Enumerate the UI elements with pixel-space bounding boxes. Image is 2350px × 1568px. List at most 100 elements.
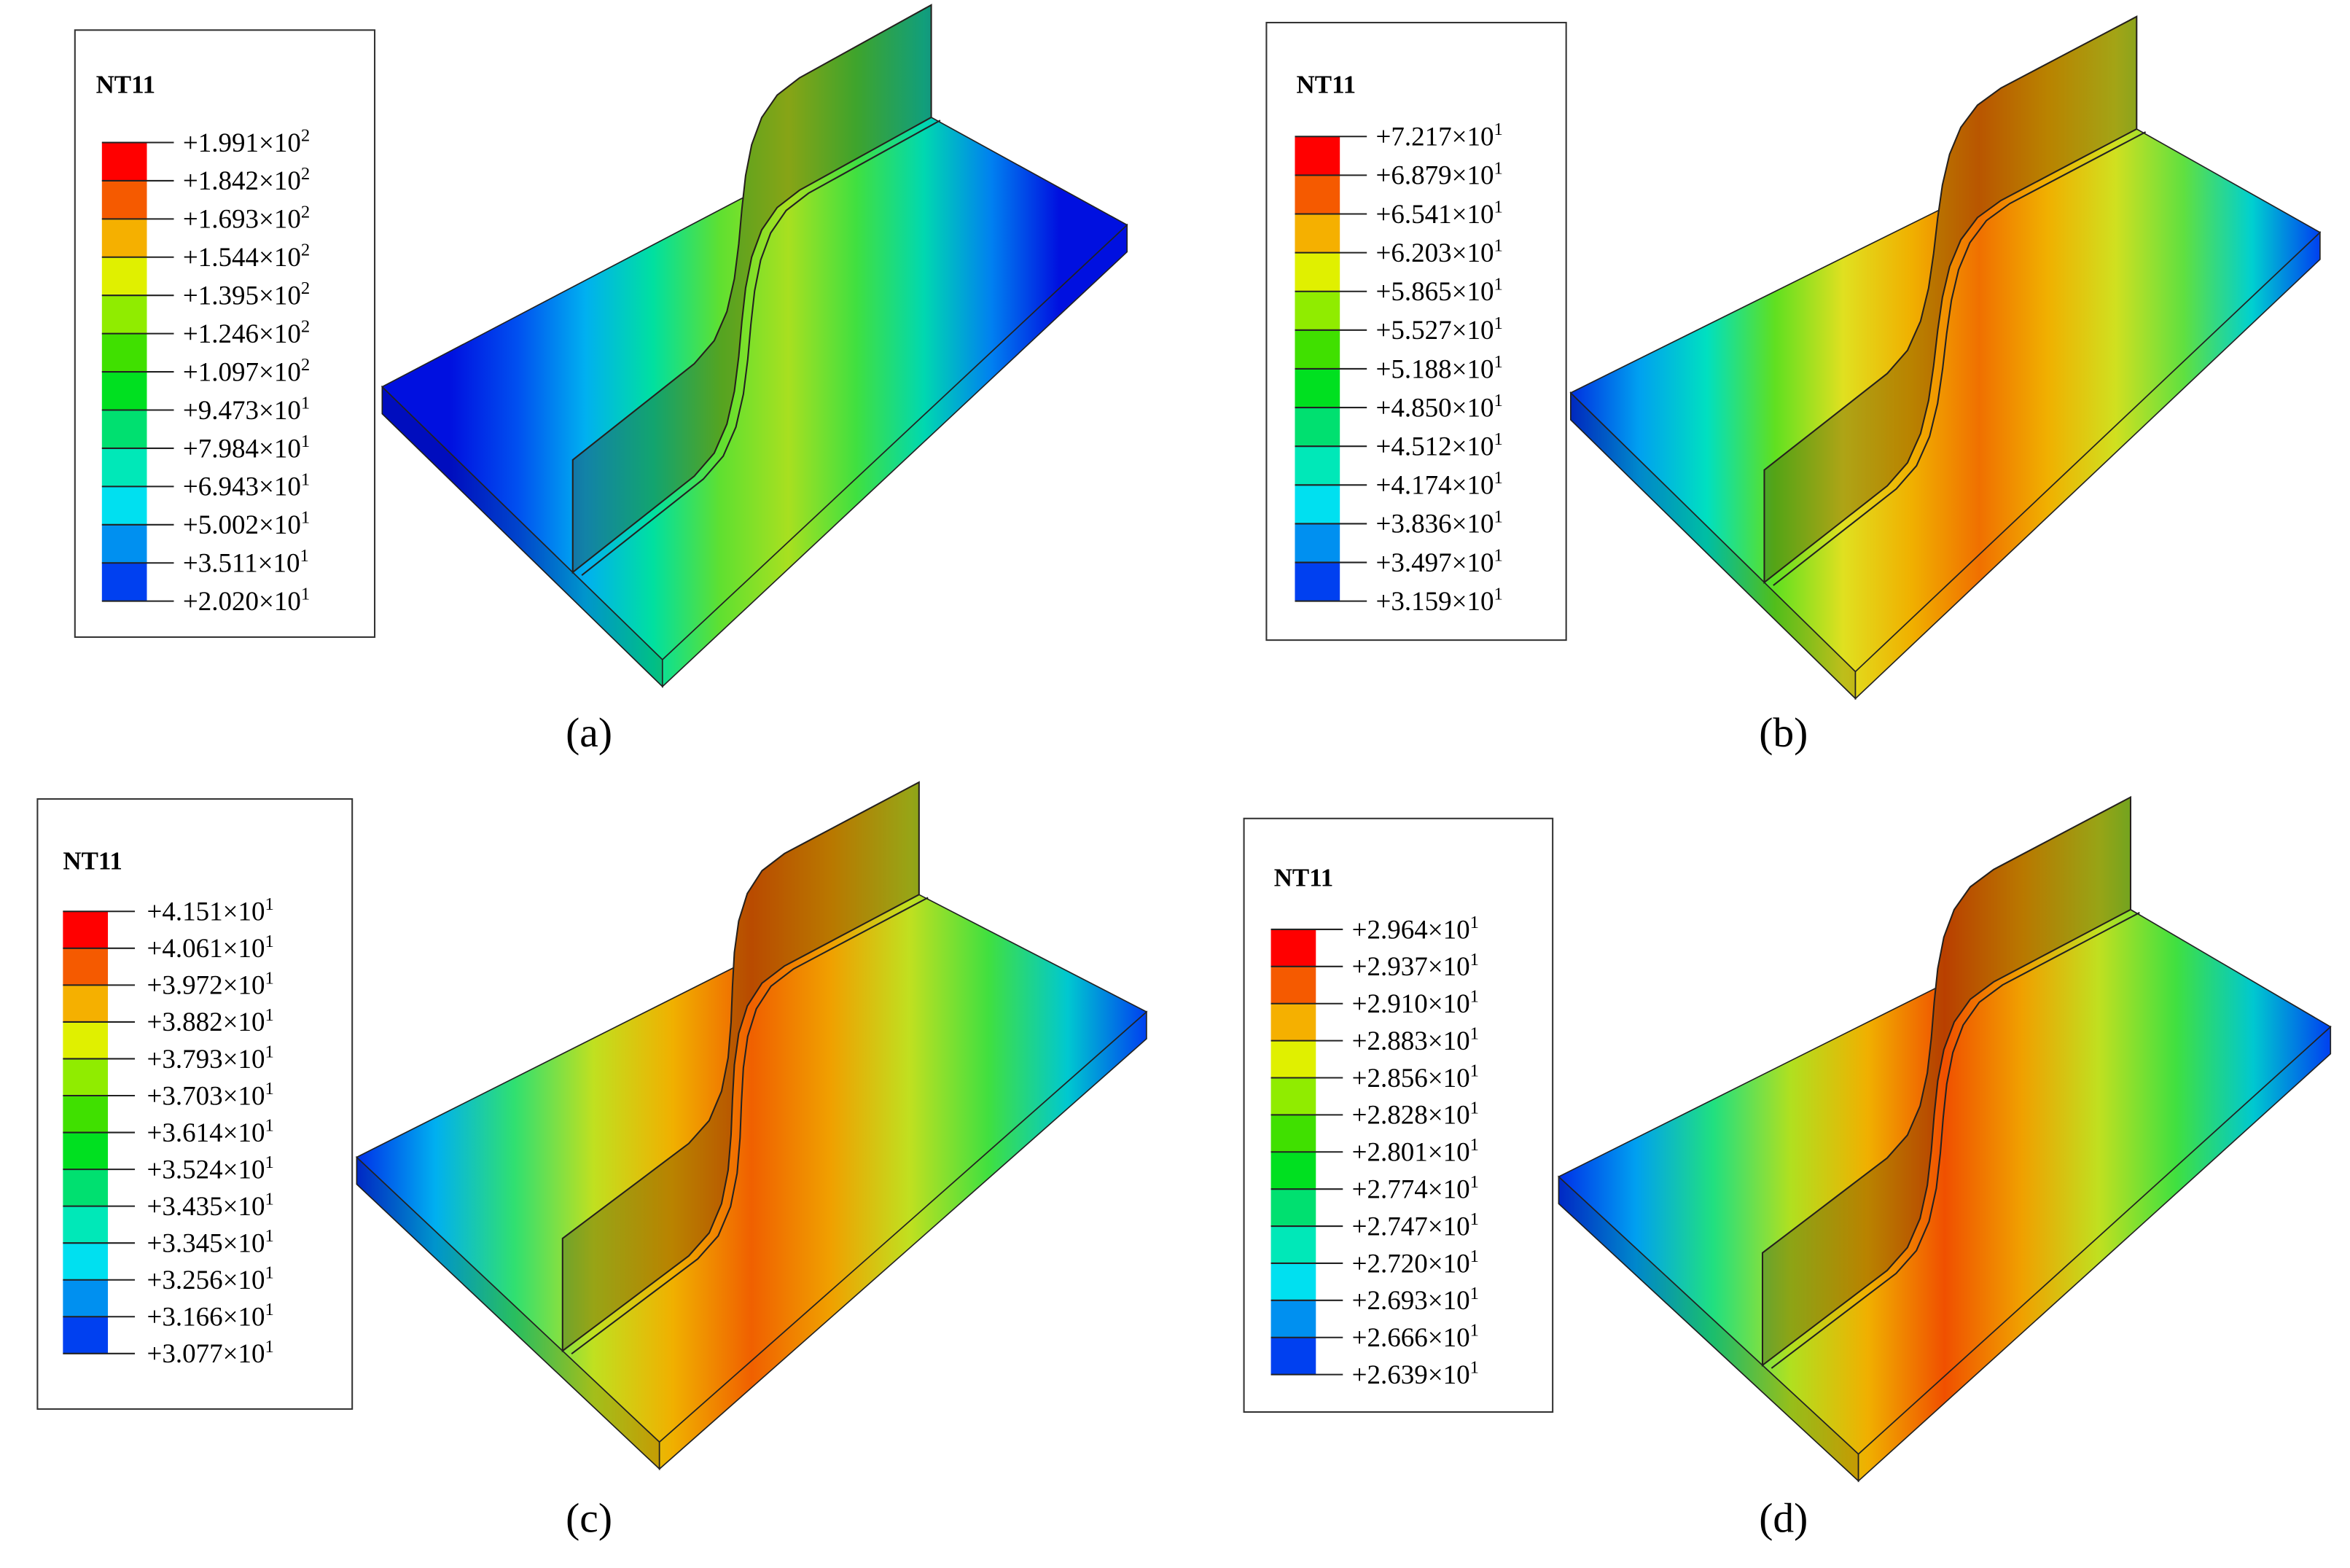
stiffener-edge	[1773, 131, 2147, 586]
label-base: +4.512×10	[1376, 432, 1494, 462]
label-base: +1.544×10	[183, 243, 301, 273]
color-band	[63, 1169, 109, 1206]
label-exponent: 2	[301, 202, 310, 222]
legend-label: +1.246×102	[183, 317, 310, 349]
color-band	[1270, 1115, 1316, 1152]
label-base: +7.217×10	[1376, 122, 1494, 152]
panel-caption: (c)	[566, 1496, 612, 1542]
color-band	[1295, 329, 1340, 369]
label-base: +3.345×10	[147, 1229, 265, 1259]
color-band	[101, 257, 147, 296]
legend-label: +2.666×101	[1352, 1321, 1479, 1353]
color-band	[63, 948, 109, 986]
color-band	[101, 180, 147, 219]
stiffener	[561, 781, 920, 1353]
stiffener-shade	[562, 782, 919, 1351]
label-base: +3.159×10	[1376, 587, 1494, 617]
label-exponent: 1	[265, 1226, 273, 1246]
label-exponent: 1	[1494, 158, 1503, 178]
legend-label: +6.879×101	[1376, 158, 1503, 190]
legend-label: +1.693×102	[183, 202, 310, 234]
legend-label: +5.865×101	[1376, 275, 1503, 307]
color-band	[63, 1206, 109, 1244]
color-band	[1295, 214, 1340, 253]
label-exponent: 1	[1494, 429, 1503, 449]
panel: NT11+4.151×101+4.061×101+3.972×101+3.882…	[36, 781, 1148, 1542]
label-base: +1.246×10	[183, 319, 301, 349]
label-exponent: 1	[300, 546, 308, 566]
label-base: +6.879×10	[1376, 161, 1494, 191]
plate-side-shade	[1570, 392, 1856, 699]
label-base: +2.639×10	[1352, 1360, 1470, 1390]
label-exponent: 2	[301, 355, 310, 375]
legend-label: +3.836×101	[1376, 507, 1503, 539]
color-band	[63, 1058, 109, 1096]
label-exponent: 1	[301, 432, 310, 451]
color-band	[63, 1096, 109, 1133]
label-exponent: 1	[265, 1079, 273, 1099]
label-exponent: 1	[265, 1005, 273, 1025]
color-band	[1270, 966, 1316, 1004]
label-exponent: 1	[1494, 545, 1503, 565]
label-base: +3.256×10	[147, 1265, 265, 1295]
label-base: +6.203×10	[1376, 238, 1494, 268]
label-exponent: 1	[1494, 352, 1503, 372]
panel: NT11+7.217×101+6.879×101+6.541×101+6.203…	[1265, 15, 2322, 756]
label-base: +5.002×10	[183, 510, 301, 540]
label-exponent: 1	[1494, 585, 1503, 604]
label-exponent: 1	[1470, 1098, 1479, 1118]
label-base: +2.937×10	[1352, 952, 1470, 982]
legend-label: +3.793×101	[147, 1042, 274, 1074]
stiffener-shade	[1764, 16, 2137, 582]
label-base: +2.964×10	[1352, 915, 1470, 945]
label-exponent: 1	[1470, 1061, 1479, 1080]
legend-label: +4.850×101	[1376, 391, 1503, 423]
legend-label: +3.166×101	[147, 1300, 274, 1332]
color-band	[63, 911, 109, 948]
label-exponent: 1	[265, 1337, 273, 1357]
color-band	[101, 219, 147, 257]
label-base: +2.020×10	[183, 587, 301, 617]
color-band	[101, 142, 147, 181]
label-base: +3.497×10	[1376, 548, 1494, 578]
label-exponent: 1	[1470, 1172, 1479, 1192]
color-band	[1270, 1300, 1316, 1338]
legend-label: +3.972×101	[147, 968, 274, 1000]
legend-label: +2.910×101	[1352, 987, 1479, 1019]
label-base: +3.435×10	[147, 1192, 265, 1222]
legend-label: +4.174×101	[1376, 468, 1503, 500]
color-band	[101, 372, 147, 410]
label-exponent: 1	[1494, 468, 1503, 488]
color-band	[63, 1132, 109, 1170]
label-base: +3.166×10	[147, 1303, 265, 1333]
panel: NT11+2.964×101+2.937×101+2.910×101+2.883…	[1243, 795, 2332, 1542]
stiffener-edge	[1771, 912, 2140, 1369]
label-base: +2.666×10	[1352, 1323, 1470, 1353]
color-band	[1270, 1152, 1316, 1190]
label-exponent: 1	[1494, 120, 1503, 139]
plate-side-shade	[356, 1157, 660, 1470]
legend-label: +3.511×101	[183, 546, 309, 578]
color-band	[1295, 175, 1340, 214]
legend-label: +3.524×101	[147, 1152, 274, 1185]
legend-label: +2.964×101	[1352, 913, 1479, 945]
color-band	[101, 524, 147, 563]
legend-label: +9.473×101	[183, 393, 310, 425]
label-exponent: 1	[1470, 987, 1479, 1007]
panel-caption: (d)	[1759, 1496, 1808, 1542]
panel: NT11+1.991×102+1.842×102+1.693×102+1.544…	[74, 4, 1128, 756]
label-exponent: 1	[1494, 313, 1503, 333]
legend-label: +5.188×101	[1376, 352, 1503, 384]
color-band	[1295, 136, 1340, 176]
legend-label: +1.097×102	[183, 355, 310, 387]
legend-label: +3.435×101	[147, 1190, 274, 1222]
legend-label: +2.937×101	[1352, 950, 1479, 982]
label-exponent: 1	[1494, 236, 1503, 256]
color-band	[1270, 1263, 1316, 1300]
color-band	[63, 1317, 109, 1354]
label-exponent: 1	[265, 1300, 273, 1319]
label-exponent: 1	[265, 968, 273, 988]
legend-label: +3.256×101	[147, 1263, 274, 1295]
legend-label: +2.883×101	[1352, 1024, 1479, 1056]
color-band	[1295, 407, 1340, 447]
